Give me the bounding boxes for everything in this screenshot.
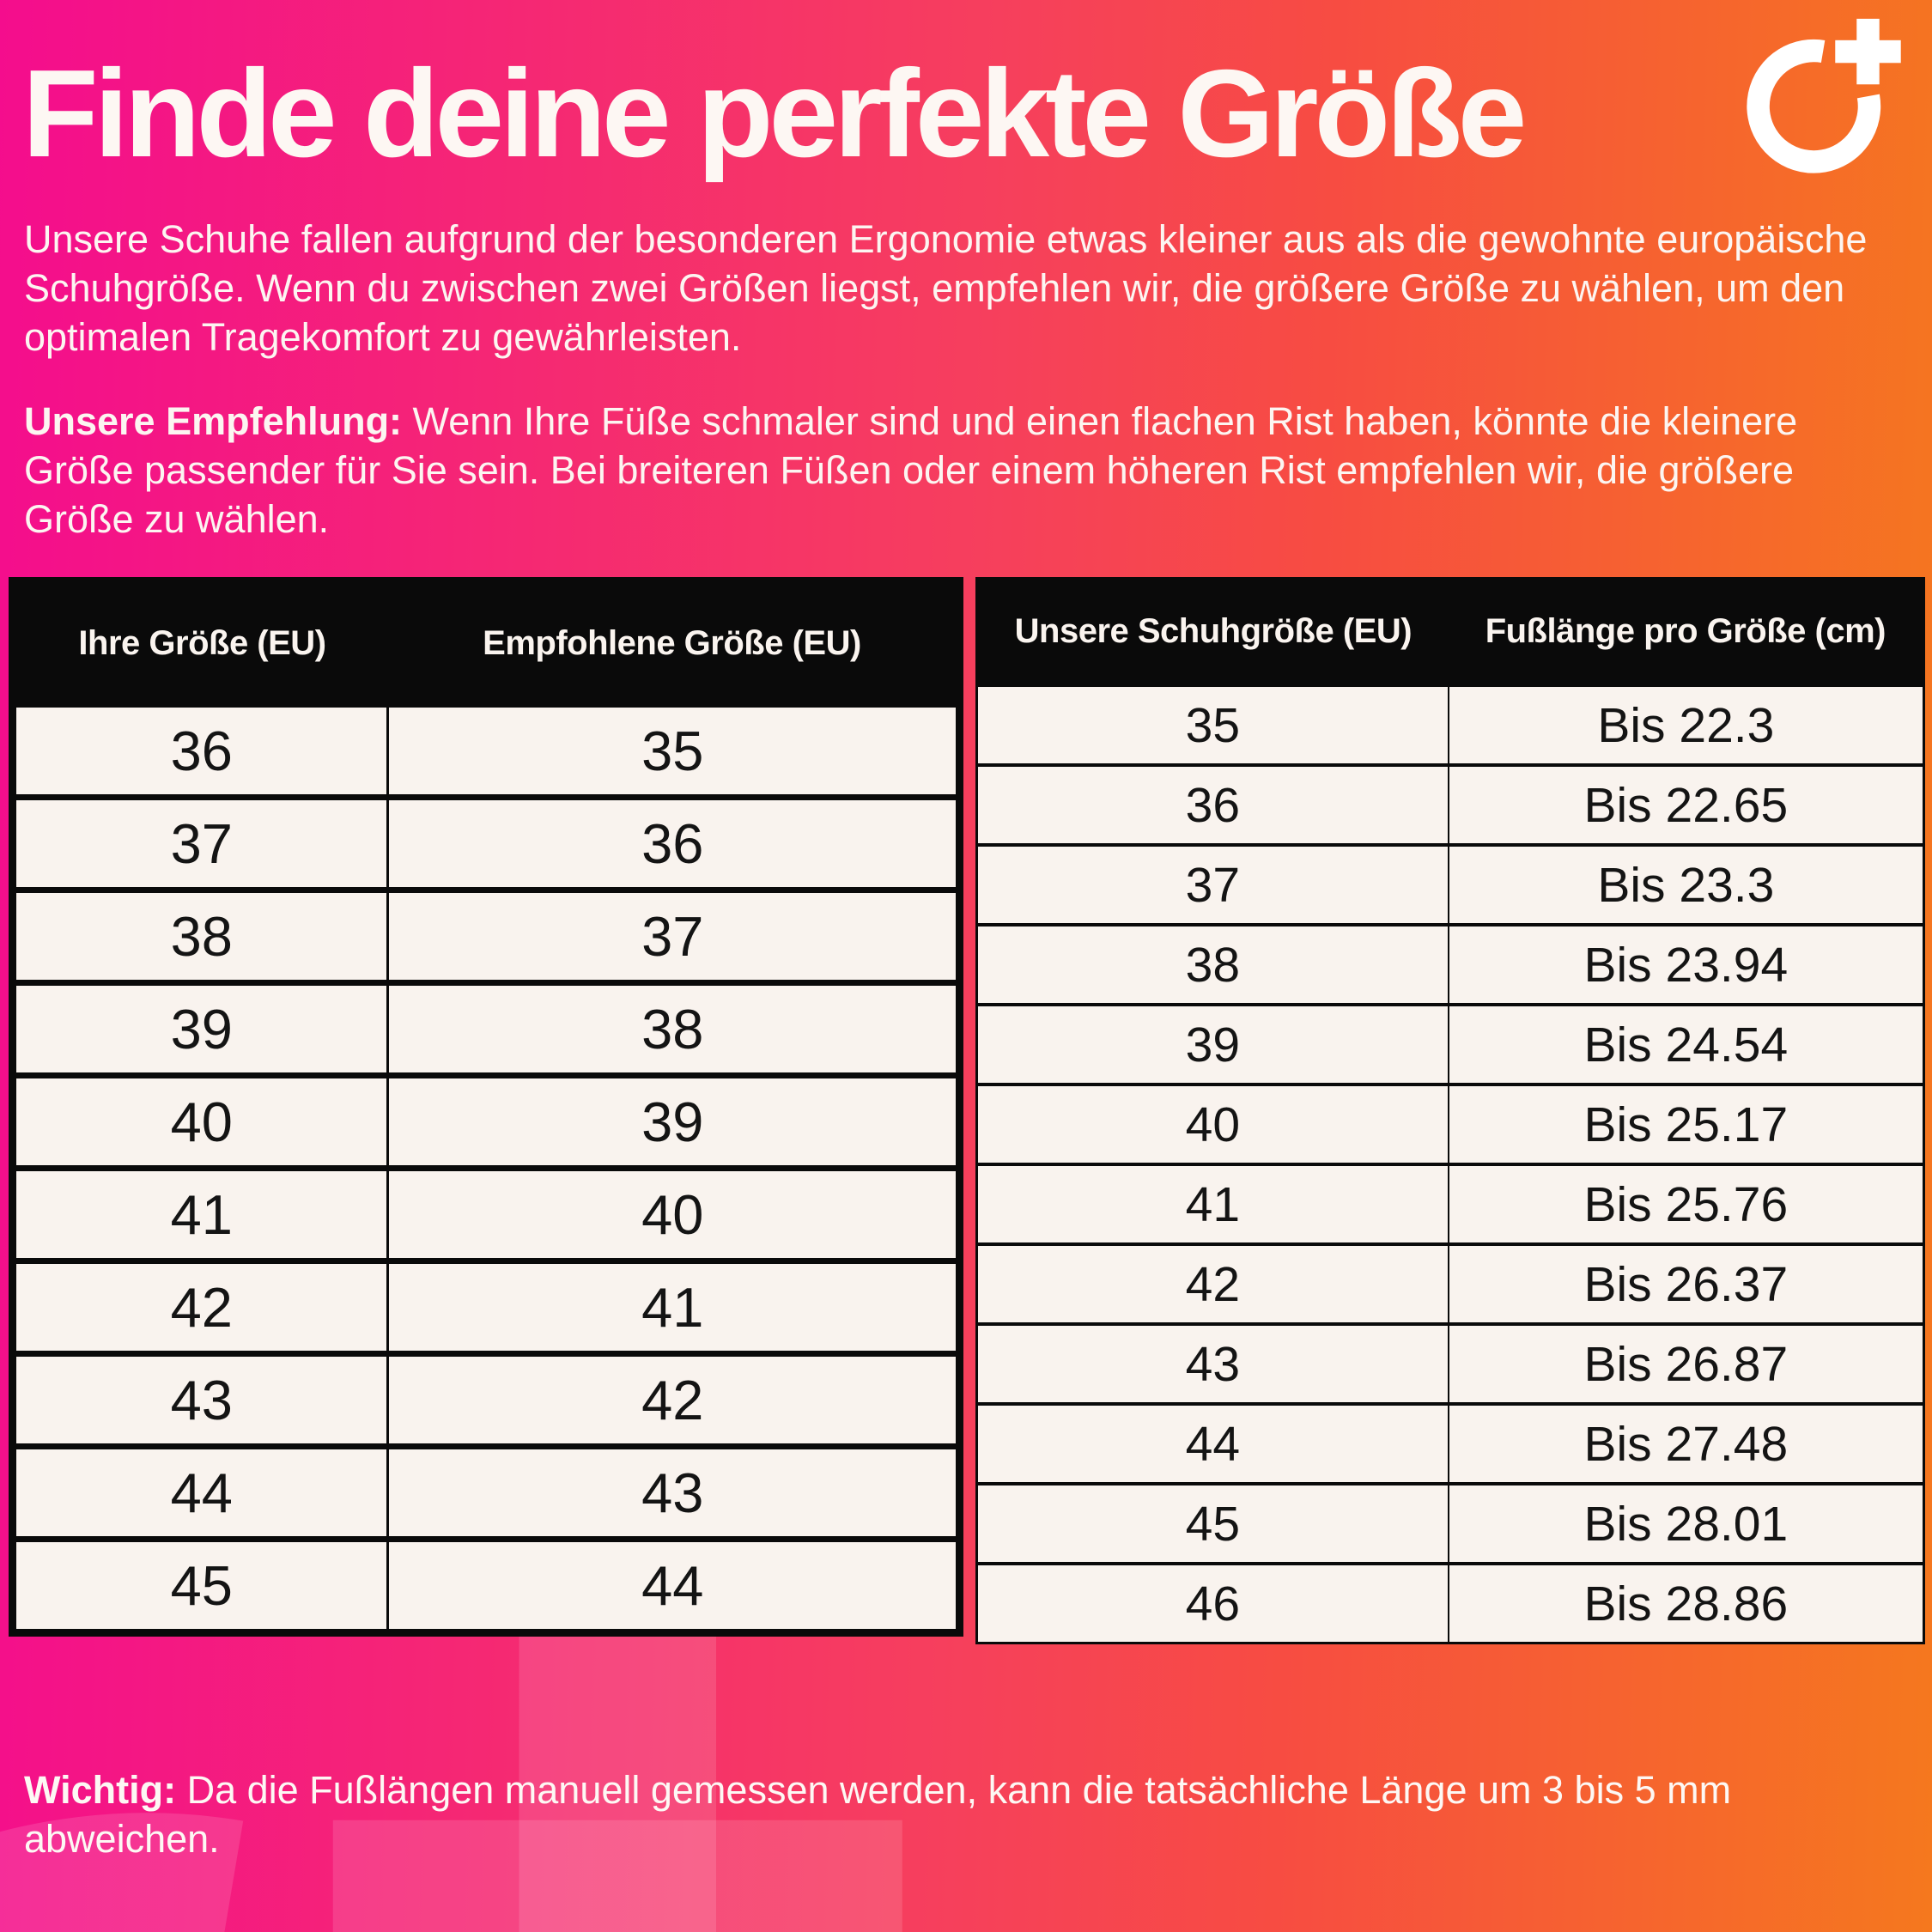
column-header-foot-length: Fußlänge pro Größe (cm) bbox=[1448, 578, 1924, 685]
recommendation-text: Wenn Ihre Füße schmaler sind und einen f… bbox=[24, 399, 1798, 541]
table-cell: 40 bbox=[12, 1072, 388, 1169]
table-row: 41 Bis 25.76 bbox=[976, 1163, 1924, 1244]
table-row: 39 38 bbox=[12, 980, 960, 1076]
table-cell: 38 bbox=[386, 980, 960, 1076]
important-note-text: Da die Fußlängen manuell gemessen werden… bbox=[24, 1768, 1732, 1861]
table-row: 37 Bis 23.3 bbox=[976, 843, 1924, 925]
table-row: 36 Bis 22.65 bbox=[976, 763, 1924, 845]
important-note: Wichtig: Da die Fußlängen manuell gemess… bbox=[24, 1765, 1879, 1863]
table-row: 42 41 bbox=[12, 1258, 960, 1354]
table-header-row: Unsere Schuhgröße (EU) Fußlänge pro Größ… bbox=[976, 578, 1924, 685]
table-cell: 41 bbox=[976, 1163, 1449, 1244]
table-cell: 45 bbox=[976, 1482, 1449, 1564]
table-cell: 36 bbox=[12, 702, 388, 798]
table-row: 40 Bis 25.17 bbox=[976, 1083, 1924, 1164]
table-header-row: Ihre Größe (EU) Empfohlene Größe (EU) bbox=[12, 580, 960, 705]
table-row: 38 37 bbox=[12, 887, 960, 983]
table-cell: 39 bbox=[976, 1003, 1449, 1084]
table-cell: 39 bbox=[12, 980, 388, 1076]
table-cell: 46 bbox=[976, 1562, 1449, 1643]
table-cell: 42 bbox=[386, 1351, 960, 1447]
page-title: Finde deine perfekte Größe bbox=[22, 44, 1527, 183]
table-cell: 36 bbox=[386, 794, 960, 890]
table-row: 45 Bis 28.01 bbox=[976, 1482, 1924, 1564]
important-note-label: Wichtig: bbox=[24, 1768, 177, 1812]
table-row: 37 36 bbox=[12, 794, 960, 890]
table-cell: Bis 24.54 bbox=[1447, 1003, 1924, 1084]
table-cell: 38 bbox=[976, 923, 1449, 1005]
column-header-your-size: Ihre Größe (EU) bbox=[12, 580, 388, 705]
table-cell: 42 bbox=[976, 1242, 1449, 1324]
table-cell: 37 bbox=[12, 794, 388, 890]
table-cell: Bis 23.3 bbox=[1447, 843, 1924, 925]
table-cell: 37 bbox=[976, 843, 1449, 925]
table-cell: 39 bbox=[386, 1072, 960, 1169]
table-row: 46 Bis 28.86 bbox=[976, 1562, 1924, 1643]
table-cell: 44 bbox=[12, 1443, 388, 1540]
table-cell: Bis 25.76 bbox=[1447, 1163, 1924, 1244]
table-cell: 42 bbox=[12, 1258, 388, 1354]
table-row: 40 39 bbox=[12, 1072, 960, 1169]
table-cell: 35 bbox=[386, 702, 960, 798]
table-cell: 36 bbox=[976, 763, 1449, 845]
table-cell: 38 bbox=[12, 887, 388, 983]
table-cell: 43 bbox=[12, 1351, 388, 1447]
table-row: 35 Bis 22.3 bbox=[976, 683, 1924, 765]
table-cell: 40 bbox=[386, 1165, 960, 1261]
table-cell: Bis 23.94 bbox=[1447, 923, 1924, 1005]
table-cell: 41 bbox=[386, 1258, 960, 1354]
table-cell: Bis 27.48 bbox=[1447, 1402, 1924, 1484]
table-cell: Bis 28.86 bbox=[1447, 1562, 1924, 1643]
table-cell: Bis 25.17 bbox=[1447, 1083, 1924, 1164]
table-cell: Bis 26.37 bbox=[1447, 1242, 1924, 1324]
table-cell: 40 bbox=[976, 1083, 1449, 1164]
table-row: 39 Bis 24.54 bbox=[976, 1003, 1924, 1084]
table-cell: 44 bbox=[976, 1402, 1449, 1484]
table-cell: 35 bbox=[976, 683, 1449, 765]
brand-logo-o-plus-icon bbox=[1741, 12, 1910, 180]
table-cell: 44 bbox=[386, 1536, 960, 1633]
foot-length-table: Unsere Schuhgröße (EU) Fußlänge pro Größ… bbox=[975, 577, 1925, 1644]
table-row: 41 40 bbox=[12, 1165, 960, 1261]
table-row: 38 Bis 23.94 bbox=[976, 923, 1924, 1005]
table-cell: 37 bbox=[386, 887, 960, 983]
table-cell: 43 bbox=[976, 1322, 1449, 1404]
table-cell: 43 bbox=[386, 1443, 960, 1540]
table-cell: 41 bbox=[12, 1165, 388, 1261]
intro-paragraph: Unsere Schuhe fallen aufgrund der besond… bbox=[24, 217, 1868, 359]
table-cell: Bis 22.3 bbox=[1447, 683, 1924, 765]
table-row: 43 42 bbox=[12, 1351, 960, 1447]
table-row: 43 Bis 26.87 bbox=[976, 1322, 1924, 1404]
table-row: 36 35 bbox=[12, 702, 960, 798]
tables-section: Ihre Größe (EU) Empfohlene Größe (EU) 36… bbox=[9, 577, 1925, 1644]
table-row: 45 44 bbox=[12, 1536, 960, 1633]
recommendation-paragraph: Unsere Empfehlung: Wenn Ihre Füße schmal… bbox=[24, 397, 1910, 544]
size-recommendation-table: Ihre Größe (EU) Empfohlene Größe (EU) 36… bbox=[9, 577, 963, 1637]
column-header-our-shoe-size: Unsere Schuhgröße (EU) bbox=[976, 578, 1449, 685]
table-row: 44 43 bbox=[12, 1443, 960, 1540]
table-cell: Bis 28.01 bbox=[1447, 1482, 1924, 1564]
table-row: 42 Bis 26.37 bbox=[976, 1242, 1924, 1324]
table-cell: Bis 26.87 bbox=[1447, 1322, 1924, 1404]
table-row: 44 Bis 27.48 bbox=[976, 1402, 1924, 1484]
table-cell: 45 bbox=[12, 1536, 388, 1633]
table-cell: Bis 22.65 bbox=[1447, 763, 1924, 845]
column-header-recommended-size: Empfohlene Größe (EU) bbox=[387, 580, 960, 705]
recommendation-label: Unsere Empfehlung: bbox=[24, 399, 403, 443]
